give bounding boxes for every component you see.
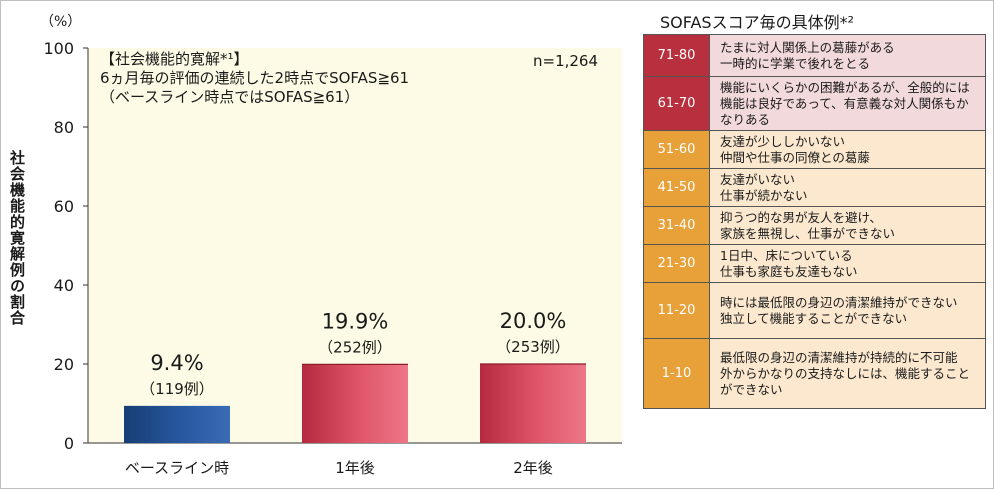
y-tick-label: 60 xyxy=(54,197,74,216)
count-label: （119例） xyxy=(140,380,214,398)
y-tick-label: 100 xyxy=(43,39,74,58)
sofas-description: 友達がいない 仕事が続かない xyxy=(709,168,986,207)
note-line-3: （ベースライン時点ではSOFAS≧61） xyxy=(100,88,360,106)
sofas-range: 11-20 xyxy=(643,282,710,339)
y-axis-unit: （%） xyxy=(40,14,82,30)
note-line-1: 【社会機能的寛解*¹】 xyxy=(100,50,249,68)
y-tick-label: 20 xyxy=(54,355,74,374)
sofas-description: 抑うつ的な男が友人を避け、 家族を無視し、仕事ができない xyxy=(709,206,986,245)
y-axis-label: 社会機能的寛解例の割合 xyxy=(8,150,26,326)
y-tick-label: 80 xyxy=(54,118,74,137)
sofas-row: 31-40 抑うつ的な男が友人を避け、 家族を無視し、仕事ができない xyxy=(643,206,986,245)
bar-chart: 0 20 40 60 80 100 9.4% （119例） ベースライン時 19.9% （252例）… xyxy=(43,39,622,477)
sofas-row: 21-30 1日中、床についている 仕事も家庭も友達もない xyxy=(643,244,986,283)
sofas-range: 71-80 xyxy=(643,34,710,77)
sofas-range: 51-60 xyxy=(643,130,710,169)
note-line-2: 6ヵ月毎の評価の連続した2時点でSOFAS≧61 xyxy=(100,69,410,87)
sofas-row: 51-60 友達が少ししかいない 仲間や仕事の同僚との葛藤 xyxy=(643,130,986,169)
value-label: 19.9% xyxy=(322,309,389,333)
count-label: （252例） xyxy=(318,338,392,356)
x-tick-label: 2年後 xyxy=(513,459,553,477)
x-tick-label: ベースライン時 xyxy=(125,459,229,477)
sofas-table-title: SOFASスコア毎の具体例*² xyxy=(660,13,855,32)
sofas-row: 11-20 時には最低限の身辺の清潔維持ができない 独立して機能することができない xyxy=(643,282,986,339)
sofas-row: 71-80 たまに対人関係上の葛藤がある 一時的に学業で後れをとる xyxy=(643,34,986,77)
sofas-row: 1-10 最低限の身辺の清潔維持が持続的に不可能 外からかなりの支持なしには、機能… xyxy=(643,338,986,409)
sofas-table: 71-80 たまに対人関係上の葛藤がある 一時的に学業で後れをとる 61-70 機能に… xyxy=(643,34,986,409)
y-tick-label: 0 xyxy=(64,434,74,453)
sofas-range: 41-50 xyxy=(643,168,710,207)
count-label: （253例） xyxy=(496,338,570,356)
sofas-range: 1-10 xyxy=(643,338,710,409)
sofas-description: 時には最低限の身辺の清潔維持ができない 独立して機能することができない xyxy=(709,282,986,339)
value-label: 9.4% xyxy=(150,351,203,375)
sofas-description: 1日中、床についている 仕事も家庭も友達もない xyxy=(709,244,986,283)
y-tick-label: 40 xyxy=(54,276,74,295)
sofas-description: 最低限の身辺の清潔維持が持続的に不可能 外からかなりの支持なしには、機能すること… xyxy=(709,338,986,409)
sofas-range: 21-30 xyxy=(643,244,710,283)
definition-note: 【社会機能的寛解*¹】 6ヵ月毎の評価の連続した2時点でSOFAS≧61 （ベー… xyxy=(100,50,409,107)
value-label: 20.0% xyxy=(500,309,567,333)
bar-3 xyxy=(480,364,586,443)
bar-2 xyxy=(302,364,408,443)
sofas-range: 61-70 xyxy=(643,76,710,131)
sofas-range: 31-40 xyxy=(643,206,710,245)
sample-size: n=1,264 xyxy=(533,52,599,70)
sofas-row: 41-50 友達がいない 仕事が続かない xyxy=(643,168,986,207)
sofas-description: たまに対人関係上の葛藤がある 一時的に学業で後れをとる xyxy=(709,34,986,77)
sofas-description: 友達が少ししかいない 仲間や仕事の同僚との葛藤 xyxy=(709,130,986,169)
x-tick-label: 1年後 xyxy=(335,459,375,477)
bar-1 xyxy=(124,405,230,443)
sofas-description: 機能にいくらかの困難があるが、全般的には機能は良好であって、有意義な対人関係もか… xyxy=(709,76,986,131)
sofas-row: 61-70 機能にいくらかの困難があるが、全般的には機能は良好であって、有意義な対… xyxy=(643,76,986,131)
